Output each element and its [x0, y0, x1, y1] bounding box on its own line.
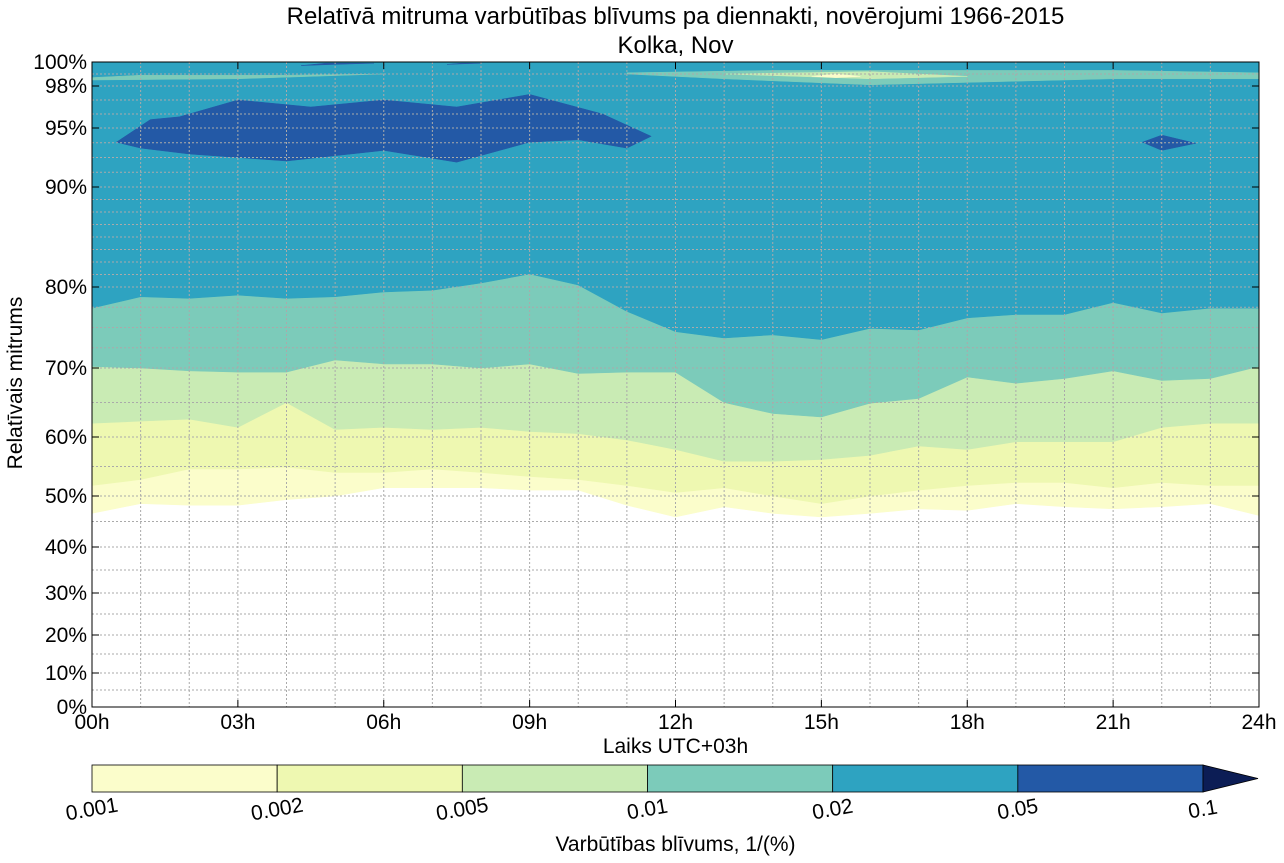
chart-subtitle: Kolka, Nov [617, 32, 734, 59]
colorbar-segment-1 [91, 764, 278, 793]
colorbar-tick-label: 0.01 [625, 795, 669, 825]
x-axis-label: Laiks UTC+03h [602, 735, 749, 758]
colorbar-segment-4 [647, 764, 834, 793]
colorbar-extend-arrow [1202, 764, 1259, 793]
colorbar-label: Varbūtības blīvums, 1/(%) [555, 833, 796, 856]
x-tick-label: 03h [220, 711, 255, 734]
dark-fragment-06h [301, 62, 375, 66]
colorbar-tick-label: 0.002 [249, 794, 305, 826]
y-tick-label: 20% [45, 624, 87, 647]
x-tick-label: 24h [1241, 711, 1276, 734]
x-tick-label: 15h [804, 711, 839, 734]
colorbar-segment-2 [276, 764, 463, 793]
chart-title: Relatīvā mitruma varbūtības blīvums pa d… [286, 3, 1065, 30]
x-tick-label: 00h [74, 711, 109, 734]
y-tick-label: 30% [45, 582, 87, 605]
y-tick-label: 95% [45, 117, 87, 140]
x-tick-label: 18h [950, 711, 985, 734]
y-tick-label: 100% [33, 51, 87, 74]
colorbar-tick-label: 0.1 [1187, 796, 1220, 824]
x-tick-label: 21h [1096, 711, 1131, 734]
y-tick-label: 80% [45, 276, 87, 299]
colorbar-segment-6 [1017, 764, 1204, 793]
y-tick-label: 98% [45, 75, 87, 98]
y-tick-label: 50% [45, 485, 87, 508]
dark-fragment-09h [446, 62, 482, 65]
x-tick-label: 09h [512, 711, 547, 734]
y-tick-label: 90% [45, 176, 87, 199]
top-right-cream [811, 73, 861, 78]
colorbar-segment-3 [461, 764, 648, 793]
x-tick-label: 06h [366, 711, 401, 734]
colorbar-tick-label: 0.005 [434, 794, 490, 826]
colorbar-tick-label: 0.05 [996, 795, 1040, 825]
y-tick-label: 60% [45, 426, 87, 449]
y-tick-label: 10% [45, 662, 87, 685]
y-axis-label: Relatīvais mitrums [4, 296, 27, 470]
y-tick-label: 70% [45, 357, 87, 380]
y-tick-label: 0% [57, 696, 87, 719]
x-tick-label: 12h [658, 711, 693, 734]
y-tick-label: 40% [45, 536, 87, 559]
colorbar-tick-label: 0.001 [64, 794, 120, 826]
colorbar-segment-5 [832, 764, 1019, 793]
colorbar-tick-label: 0.02 [810, 795, 854, 825]
grid [92, 62, 1259, 707]
